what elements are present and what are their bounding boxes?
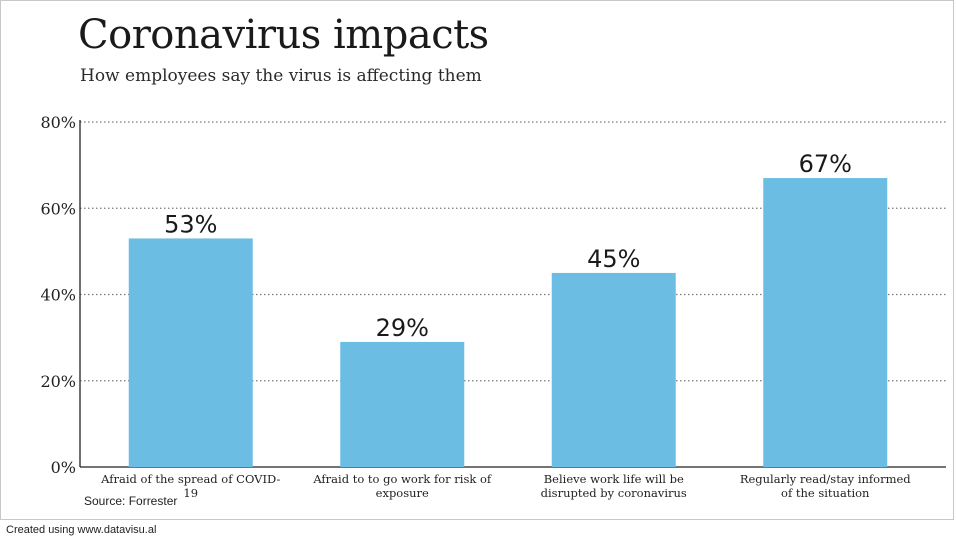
data-label: 45% [587,245,640,273]
x-tick-label: Afraid to to go work for risk of [312,472,492,486]
chart-title: Coronavirus impacts [78,12,489,58]
bar [128,238,253,467]
y-tick-label: 80% [40,113,76,132]
bar [551,272,676,467]
x-tick-label: 19 [183,486,198,500]
y-tick-label: 40% [40,286,76,305]
x-tick-label: of the situation [781,486,870,500]
bar [763,178,888,467]
x-tick-label: Regularly read/stay informed [740,472,911,486]
footer-credit: Created using www.datavisu.al [6,524,157,536]
x-tick-label: Believe work life will be [544,472,684,486]
chart-subtitle: How employees say the virus is affecting… [80,66,482,86]
data-label: 53% [164,210,217,238]
y-tick-label: 20% [40,372,76,391]
data-label: 67% [799,150,852,178]
y-tick-label: 60% [40,199,76,218]
x-tick-label: disrupted by coronavirus [541,486,687,500]
footer-bar [0,520,956,540]
x-tick-label: Afraid of the spread of COVID- [100,472,280,486]
y-tick-label: 0% [51,458,76,477]
data-label: 29% [376,314,429,342]
x-tick-label: exposure [376,486,429,500]
source-note: Source: Forrester [84,494,178,508]
bar-chart: 0% 20% 40% 60% 80% 53% Afraid of the spread of… [40,113,946,500]
bar [340,341,465,467]
